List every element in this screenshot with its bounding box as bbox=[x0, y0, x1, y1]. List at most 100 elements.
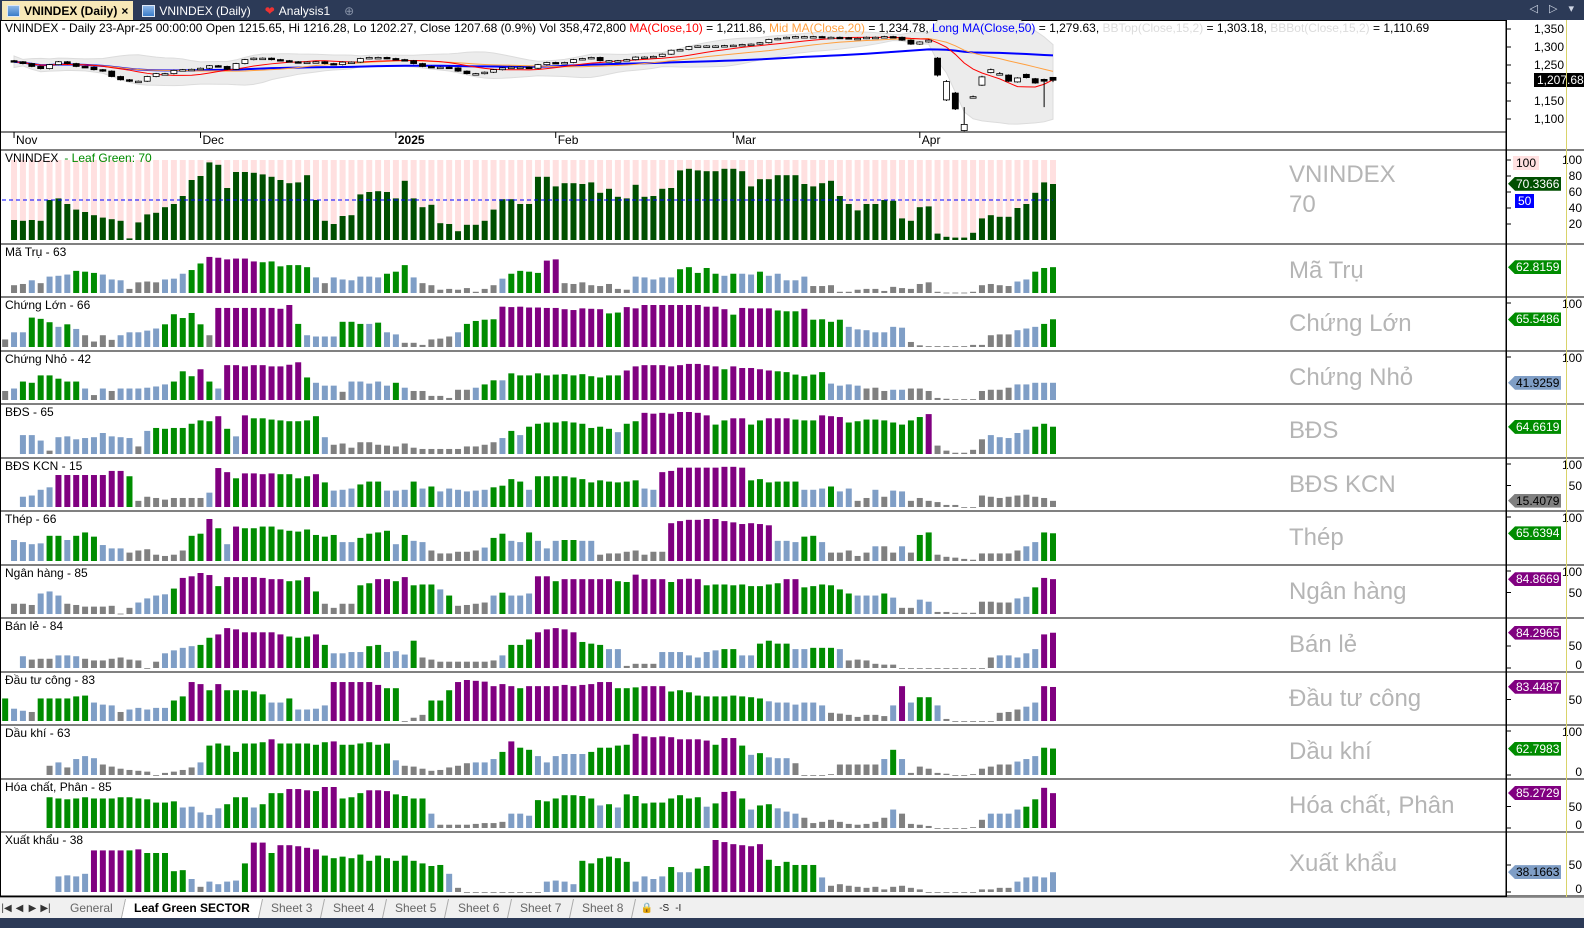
strength-bar bbox=[241, 863, 248, 892]
strength-bar bbox=[197, 533, 204, 561]
threshold-bar bbox=[1005, 160, 1012, 240]
strength-bar bbox=[410, 798, 417, 828]
strength-bar bbox=[1032, 649, 1039, 668]
tab-document-2[interactable]: VNINDEX (Daily) bbox=[137, 1, 255, 20]
strength-bar bbox=[588, 579, 595, 614]
strength-bar bbox=[899, 759, 906, 775]
strength-bar bbox=[463, 224, 470, 240]
candle bbox=[410, 59, 418, 65]
pane-axis-tick: 80 bbox=[1568, 169, 1582, 183]
strength-bar bbox=[224, 745, 231, 775]
tab-document-1[interactable]: VNINDEX (Daily) × bbox=[2, 1, 134, 20]
strength-bar bbox=[614, 312, 621, 347]
strength-bar bbox=[916, 599, 923, 614]
sync-i-icon[interactable]: -I bbox=[675, 902, 682, 914]
strength-bar bbox=[348, 797, 355, 828]
strength-bar bbox=[233, 478, 240, 507]
candle bbox=[1014, 77, 1021, 83]
sheet-tab-leaf-green-sector[interactable]: Leaf Green SECTOR bbox=[121, 898, 263, 918]
tab-scroll-arrows[interactable]: ◁ ▷ ▾ bbox=[1529, 3, 1578, 15]
sheet-nav-first-button[interactable]: |◀ bbox=[1, 902, 12, 914]
strength-bar bbox=[206, 421, 213, 454]
sheet-tab-general[interactable]: General bbox=[57, 898, 126, 918]
strength-bar bbox=[392, 334, 399, 347]
price-axis-tick: 1,300 bbox=[1533, 40, 1564, 54]
sheet-tab-sheet-3[interactable]: Sheet 3 bbox=[258, 898, 325, 918]
strength-bar bbox=[774, 808, 781, 828]
strength-bar bbox=[55, 475, 62, 507]
chart-area[interactable]: VNINDEX - Daily 23-Apr-25 00:00:00 Open … bbox=[0, 20, 1584, 897]
strength-bar bbox=[455, 489, 462, 507]
strength-bar bbox=[614, 649, 621, 668]
sheet-tab-label: Sheet 5 bbox=[395, 900, 437, 915]
strength-bar bbox=[925, 892, 932, 893]
lock-icon[interactable]: 🔒 bbox=[640, 902, 654, 914]
strength-bar bbox=[188, 497, 195, 507]
strength-bar bbox=[650, 737, 657, 775]
strength-bar bbox=[588, 540, 595, 561]
strength-bar bbox=[748, 586, 755, 614]
strength-bar bbox=[28, 659, 35, 668]
strength-bar bbox=[162, 384, 168, 400]
strength-bar bbox=[46, 765, 53, 775]
strength-bar bbox=[375, 790, 382, 828]
sheet-nav-next-button[interactable]: ▶ bbox=[28, 902, 37, 914]
strength-bar bbox=[721, 420, 728, 454]
strength-bar bbox=[641, 365, 648, 400]
sheet-tab-sheet-8[interactable]: Sheet 8 bbox=[570, 898, 637, 918]
strength-bar bbox=[570, 884, 577, 892]
strength-bar bbox=[1050, 632, 1056, 668]
new-tab-button[interactable]: ⊕ bbox=[344, 3, 355, 18]
sheet-tab-sheet-7[interactable]: Sheet 7 bbox=[507, 898, 575, 918]
strength-bar bbox=[357, 854, 364, 892]
sheet-tab-sheet-5[interactable]: Sheet 5 bbox=[383, 898, 450, 918]
strength-bar bbox=[641, 579, 648, 614]
strength-bar bbox=[384, 490, 390, 507]
strength-bar bbox=[170, 427, 177, 454]
strength-bar bbox=[845, 550, 852, 561]
strength-bar bbox=[455, 661, 462, 668]
sheet-tab-label: Leaf Green SECTOR bbox=[133, 900, 250, 915]
strength-bar bbox=[943, 668, 950, 669]
pane-watermark: Mã Trụ bbox=[1289, 256, 1364, 284]
strength-bar bbox=[295, 265, 302, 293]
strength-bar bbox=[446, 873, 453, 892]
candle bbox=[792, 35, 799, 39]
sheet-tab-sheet-6[interactable]: Sheet 6 bbox=[445, 898, 513, 918]
strength-bar bbox=[135, 500, 142, 507]
strength-bar bbox=[99, 704, 106, 721]
strength-bar bbox=[739, 798, 746, 828]
strength-bar bbox=[37, 543, 44, 561]
strength-bar bbox=[1023, 806, 1030, 828]
pane-value-tag: 62.8159 bbox=[1508, 260, 1562, 275]
strength-bar bbox=[836, 649, 843, 668]
sheet-tab-sheet-4[interactable]: Sheet 4 bbox=[320, 898, 388, 918]
strength-bar bbox=[854, 289, 861, 293]
strength-bar bbox=[588, 798, 595, 828]
strength-bar bbox=[268, 739, 275, 775]
strength-bar bbox=[64, 603, 71, 614]
close-tab-icon[interactable]: × bbox=[121, 3, 129, 18]
pane-axis-tick: 40 bbox=[1568, 201, 1582, 215]
strength-bar bbox=[526, 686, 533, 721]
strength-bar bbox=[197, 324, 204, 347]
strength-bar bbox=[801, 184, 808, 240]
sheet-nav-last-button[interactable]: ▶| bbox=[40, 902, 51, 914]
strength-bar bbox=[233, 172, 240, 240]
strength-bar bbox=[632, 308, 639, 347]
strength-bar bbox=[268, 632, 275, 668]
strength-bar bbox=[179, 196, 186, 240]
strength-bar bbox=[890, 886, 897, 892]
strength-bar bbox=[357, 793, 364, 828]
tab-document-3[interactable]: ❤ Analysis1 bbox=[260, 1, 335, 20]
strength-bar bbox=[881, 817, 888, 828]
strength-bar bbox=[543, 881, 550, 892]
candle bbox=[90, 66, 98, 71]
strength-bar bbox=[19, 542, 26, 561]
strength-bar bbox=[863, 419, 870, 454]
sync-s-icon[interactable]: -S bbox=[659, 902, 670, 914]
strength-bar bbox=[188, 376, 195, 400]
strength-bar bbox=[730, 418, 737, 454]
strength-bar bbox=[90, 437, 97, 454]
sheet-nav-prev-button[interactable]: ◀ bbox=[15, 902, 24, 914]
